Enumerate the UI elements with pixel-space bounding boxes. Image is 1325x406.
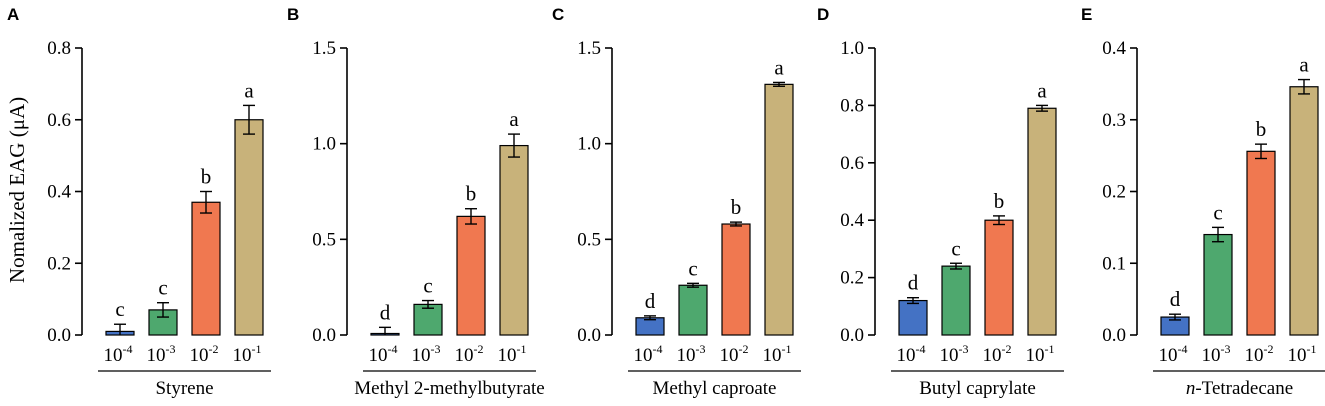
panel-c: C 0.0 0.5 1.0 1.5 d 10-4 c 10-3 b 10-2 a 10-1 Methyl … [552,5,801,399]
y-tick-label: 1.0 [312,134,336,155]
bar [413,303,443,336]
panel-letter: B [287,5,299,24]
bar [499,144,529,336]
panel-letter: C [552,5,564,24]
y-tick-label: 1.5 [577,38,601,59]
category-label: 10-4 [104,342,133,366]
compound-name: Styrene [155,378,213,399]
compound-name: Methyl 2-methylbutyrate [354,378,544,399]
y-tick-label: 0.2 [840,268,864,289]
panel-d: D 0.0 0.2 0.4 0.6 0.8 1.0 d 10-4 c 10-3 b 10-2 a 10-1 B… [817,5,1064,399]
bar [764,83,794,336]
y-tick-label: 0.2 [1102,182,1126,203]
significance-label: c [688,256,697,280]
compound-name: Methyl caproate [653,378,777,399]
bar [456,215,486,336]
y-tick-label: 0.8 [840,95,864,116]
significance-label: d [908,271,919,295]
y-tick-label: 0.0 [47,325,71,346]
y-tick-label: 0.4 [47,182,71,203]
category-label: 10-2 [190,342,219,366]
category-label: 10-1 [498,342,527,366]
category-label: 10-2 [1245,342,1274,366]
category-label: 10-2 [720,342,749,366]
category-label: 10-3 [1202,342,1231,366]
panel-letter: E [1081,5,1092,24]
y-tick-label: 1.0 [840,38,864,59]
bar [678,284,708,336]
bar [191,201,221,336]
significance-label: a [509,107,519,131]
category-label: 10-1 [1026,342,1055,366]
significance-label: b [466,182,477,206]
panel-e: E 0.0 0.1 0.2 0.3 0.4 d 10-4 c 10-3 b 10-2 a 10-1 n-Te… [1081,5,1325,399]
category-label: 10-1 [1288,342,1317,366]
panel-b: B 0.0 0.5 1.0 1.5 d 10-4 c 10-3 b 10-2 a 10-1 Methyl … [287,5,545,399]
y-tick-label: 1.5 [312,38,336,59]
significance-label: b [201,165,212,189]
y-tick-label: 0.6 [840,153,864,174]
category-label: 10-2 [983,342,1012,366]
bar [1203,233,1233,336]
bar [234,119,264,336]
y-tick-label: 1.0 [577,134,601,155]
y-tick-label: 0.0 [840,325,864,346]
bar [1027,107,1057,336]
y-tick-label: 0.6 [47,110,71,131]
category-label: 10-1 [763,342,792,366]
y-tick-label: 0.8 [47,38,71,59]
significance-label: d [380,300,391,324]
y-tick-label: 0.0 [312,325,336,346]
bar [984,219,1014,336]
category-label: 10-4 [634,342,663,366]
significance-label: a [774,55,784,79]
category-label: 10-3 [147,342,176,366]
y-tick-label: 0.1 [1102,253,1126,274]
y-tick-label: 0.3 [1102,110,1126,131]
y-tick-label: 0.0 [577,325,601,346]
compound-name: Butyl caprylate [919,378,1036,399]
significance-label: d [1170,287,1181,311]
y-tick-label: 0.5 [312,229,336,250]
y-tick-label: 0.0 [1102,325,1126,346]
bar [941,265,971,336]
bar [1289,86,1319,336]
significance-label: c [423,274,432,298]
y-axis-label: Nomalized EAG (μA) [5,97,29,283]
bar [721,223,751,336]
significance-label: c [951,236,960,260]
significance-label: b [1256,117,1267,141]
significance-label: b [731,195,742,219]
significance-label: a [244,78,254,102]
significance-label: a [1037,78,1047,102]
bar [898,299,928,336]
significance-label: c [158,276,167,300]
significance-label: c [115,297,124,321]
category-label: 10-4 [897,342,926,366]
category-label: 10-4 [369,342,398,366]
significance-label: c [1213,200,1222,224]
category-label: 10-3 [412,342,441,366]
category-label: 10-3 [940,342,969,366]
panels-container: A 0.0 0.2 0.4 0.6 0.8 c 10-4 c 10-3 b 10-2 a 10-1 Styr… [7,5,1325,399]
category-label: 10-2 [455,342,484,366]
significance-label: d [645,289,656,313]
y-tick-label: 0.2 [47,253,71,274]
panel-letter: A [7,5,19,24]
bar [1246,150,1276,336]
y-tick-label: 0.5 [577,229,601,250]
panel-a: A 0.0 0.2 0.4 0.6 0.8 c 10-4 c 10-3 b 10-2 a 10-1 Styr… [7,5,271,399]
significance-label: a [1299,53,1309,77]
compound-name: n-Tetradecane [1186,378,1293,399]
y-tick-label: 0.4 [1102,38,1126,59]
category-label: 10-3 [677,342,706,366]
y-tick-label: 0.4 [840,210,864,231]
significance-label: b [994,189,1005,213]
category-label: 10-1 [233,342,262,366]
panel-letter: D [817,5,829,24]
category-label: 10-4 [1159,342,1188,366]
